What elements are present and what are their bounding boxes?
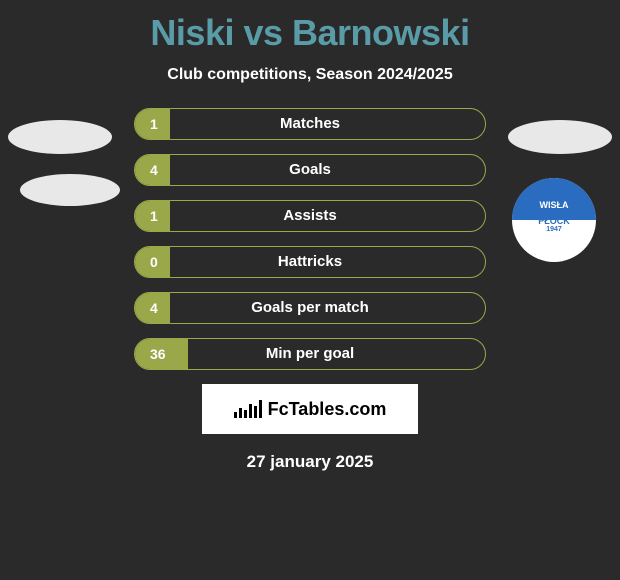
player-right-blob-1	[508, 120, 612, 154]
page-subtitle: Club competitions, Season 2024/2025	[0, 66, 620, 84]
club-crest-line1: WISŁA	[540, 201, 569, 211]
stat-row-assists: 1 Assists	[134, 200, 486, 232]
stat-row-goals: 4 Goals	[134, 154, 486, 186]
brand-badge: FcTables.com	[202, 384, 418, 434]
date-label: 27 january 2025	[0, 452, 620, 472]
stat-row-goals-per-match: 4 Goals per match	[134, 292, 486, 324]
stat-label: Goals per match	[134, 292, 486, 324]
stat-row-matches: 1 Matches	[134, 108, 486, 140]
club-crest-top-half	[512, 178, 596, 220]
bar-chart-icon	[234, 400, 262, 418]
player-left-blob-2	[20, 174, 120, 206]
player-left-blob-1	[8, 120, 112, 154]
brand-text: FcTables.com	[268, 399, 387, 420]
club-crest-line2: PŁOCK	[538, 216, 570, 226]
stat-label: Hattricks	[134, 246, 486, 278]
stat-label: Assists	[134, 200, 486, 232]
page-title: Niski vs Barnowski	[0, 0, 620, 54]
stat-row-hattricks: 0 Hattricks	[134, 246, 486, 278]
stat-label: Matches	[134, 108, 486, 140]
stats-container: 1 Matches 4 Goals 1 Assists 0 Hattricks …	[134, 108, 486, 370]
stat-row-min-per-goal: 36 Min per goal	[134, 338, 486, 370]
stat-label: Goals	[134, 154, 486, 186]
stat-label: Min per goal	[134, 338, 486, 370]
club-crest-year: 1947	[546, 226, 562, 233]
club-crest: WISŁA PŁOCK 1947	[512, 178, 596, 262]
